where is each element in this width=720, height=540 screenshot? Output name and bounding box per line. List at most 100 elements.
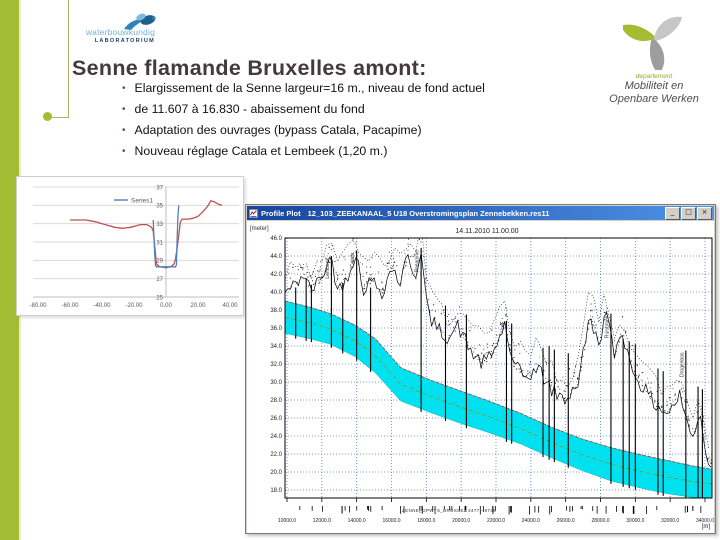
svg-text:34000.0: 34000.0 [696, 518, 714, 524]
svg-text:20.0: 20.0 [270, 470, 282, 476]
structures: Lembeek Catala Pacapime Lot Ruisbroek Drogenb… [295, 247, 703, 498]
svg-text:30000.0: 30000.0 [626, 518, 644, 524]
mini-series [70, 200, 223, 269]
bullet-item: • de 11.607 à 16.830 - abaissement du fon… [122, 102, 612, 117]
svg-text:[m]: [m] [702, 524, 711, 530]
window-titlebar[interactable]: Profile Plot 12_103_ZEEKANAAL_5 U18 Overs… [247, 206, 714, 220]
svg-text:12000.0: 12000.0 [313, 518, 331, 524]
svg-text:14000.0: 14000.0 [348, 518, 366, 524]
slide-title: Senne flamande Bruxelles amont: [72, 56, 427, 80]
bullet-item: • Adaptation des ouvrages (bypass Catala,… [122, 123, 612, 138]
cross-section-chart: 37 35 33 31 29 27 25 -80.00 -60.00 -40.00 -20.00 0.… [29, 185, 239, 309]
svg-text:44.0: 44.0 [270, 254, 282, 260]
svg-text:30.0: 30.0 [270, 380, 282, 386]
svg-text:22.0: 22.0 [270, 452, 282, 458]
window-body: 14.11.2010 11.00.00 [meter] [m] Lembeek Cata… [247, 221, 714, 533]
window-app-name: Profile Plot [261, 208, 301, 218]
svg-text:Lot: Lot [500, 322, 506, 330]
svg-text:38.0: 38.0 [270, 308, 282, 314]
svg-text:40.00: 40.00 [222, 303, 238, 309]
svg-text:Catala: Catala [350, 252, 356, 267]
svg-text:22000.0: 22000.0 [487, 518, 505, 524]
svg-text:Pacapime: Pacapime [415, 250, 421, 272]
svg-text:42.0: 42.0 [270, 272, 282, 278]
bullet-item: • Nouveau réglage Catala et Lembeek (1,20… [122, 144, 612, 159]
bullet-marker: • [122, 146, 126, 157]
svg-text:26.0: 26.0 [270, 416, 282, 422]
bullet-marker: • [122, 125, 126, 136]
mow-logo: departement Mobiliteit en Openbare Werke… [594, 12, 714, 105]
accent-bar [0, 0, 19, 540]
svg-text:-40.00: -40.00 [93, 303, 111, 309]
profile-gridlines [285, 238, 712, 498]
svg-text:33: 33 [156, 222, 163, 228]
cross-section-chart-panel: 37 35 33 31 29 27 25 -80.00 -60.00 -40.00 -20.00 0.… [16, 176, 244, 316]
svg-text:27: 27 [156, 277, 163, 283]
laboratorium-logo-text: LABORATORIUM [94, 38, 155, 44]
profile-texts: 14.11.2010 11.00.00 [meter] [m] [250, 226, 710, 530]
svg-text:14.11.2010 11.00.00: 14.11.2010 11.00.00 [455, 228, 518, 235]
svg-text:20000.0: 20000.0 [452, 518, 470, 524]
svg-text:24.0: 24.0 [270, 434, 282, 440]
svg-text:-60.00: -60.00 [61, 303, 79, 309]
svg-text:40.0: 40.0 [270, 290, 282, 296]
window-document-name: 12_103_ZEEKANAAL_5 U18 Overstromingsplan… [307, 208, 550, 218]
decor-dot [43, 112, 52, 121]
svg-text:Drogenbos: Drogenbos [679, 352, 685, 377]
svg-text:-80.00: -80.00 [29, 303, 47, 309]
svg-text:36.0: 36.0 [270, 326, 282, 332]
svg-text:10000.0: 10000.0 [278, 518, 296, 524]
mini-legend: Series1 [114, 198, 153, 205]
profile-plot-svg: 14.11.2010 11.00.00 [meter] [m] Lembeek Cata… [250, 226, 714, 530]
svg-text:25: 25 [156, 295, 163, 301]
waterbouwkundig-logo: waterbouwkundig LABORATORIUM [75, 27, 155, 44]
wave-icon [124, 13, 156, 30]
svg-text:46.0: 46.0 [270, 236, 282, 242]
svg-text:18000.0: 18000.0 [417, 518, 435, 524]
bullet-list: • Elargissement de la Senne largeur=16 m.… [122, 81, 612, 165]
svg-text:20.00: 20.00 [190, 303, 206, 309]
svg-text:[meter]: [meter] [250, 226, 269, 232]
svg-text:Lembeek: Lembeek [325, 258, 331, 279]
waterbouwkundig-logo-text: waterbouwkundig [85, 27, 155, 37]
reach-label: ZENNE_OPWTS_BRUSSEL 2477 - 9746 [402, 508, 496, 513]
bullet-marker: • [122, 83, 126, 94]
svg-text:-20.00: -20.00 [125, 303, 143, 309]
bullet-text: Elargissement de la Senne largeur=16 m.,… [134, 81, 485, 95]
svg-text:32.0: 32.0 [270, 362, 282, 368]
close-button[interactable]: × [697, 206, 712, 220]
decor-vertical-line [68, 0, 69, 117]
svg-text:24000.0: 24000.0 [522, 518, 540, 524]
restore-button[interactable]: □ [681, 206, 696, 220]
departement-text: departement [635, 73, 673, 80]
svg-text:34.0: 34.0 [270, 344, 282, 350]
svg-text:26000.0: 26000.0 [557, 518, 575, 524]
bullet-text: de 11.607 à 16.830 - abaissement du fond [134, 102, 365, 116]
window-title: Profile Plot 12_103_ZEEKANAAL_5 U18 Overs… [261, 209, 664, 218]
svg-text:0.00: 0.00 [160, 303, 172, 309]
cross-section-ticks [299, 506, 702, 515]
svg-text:28000.0: 28000.0 [591, 518, 609, 524]
svg-text:29: 29 [156, 259, 163, 265]
svg-text:37: 37 [156, 185, 163, 191]
pinwheel-icon [620, 16, 682, 75]
minimize-button[interactable]: _ [665, 206, 680, 220]
openbare-werken-text: Openbare Werken [609, 92, 699, 105]
svg-text:32000.0: 32000.0 [661, 518, 679, 524]
svg-text:31: 31 [156, 240, 163, 246]
svg-text:16000.0: 16000.0 [382, 518, 400, 524]
svg-text:35: 35 [156, 204, 163, 210]
profile-plot-window: Profile Plot 12_103_ZEEKANAAL_5 U18 Overs… [245, 204, 716, 534]
svg-text:Ruisbroek: Ruisbroek [604, 315, 610, 338]
window-controls: _ □ × [664, 206, 712, 220]
mobiliteit-text: Mobiliteit en [624, 80, 684, 92]
svg-text:18.0: 18.0 [270, 488, 282, 494]
bullet-text: Adaptation des ouvrages (bypass Catala, … [134, 123, 422, 137]
terrain-profile [285, 238, 712, 468]
profile-axis-labels: 46.0 44.0 42.0 40.0 38.0 36.0 34.0 32.0 30.0 28.0… [270, 236, 714, 524]
svg-text:Series1: Series1 [131, 198, 153, 205]
bullet-text: Nouveau réglage Catala et Lembeek (1,20 … [134, 144, 388, 158]
mini-axis-labels: 37 35 33 31 29 27 25 -80.00 -60.00 -40.00 -20.00 0.… [29, 185, 238, 309]
bullet-marker: • [122, 104, 126, 115]
